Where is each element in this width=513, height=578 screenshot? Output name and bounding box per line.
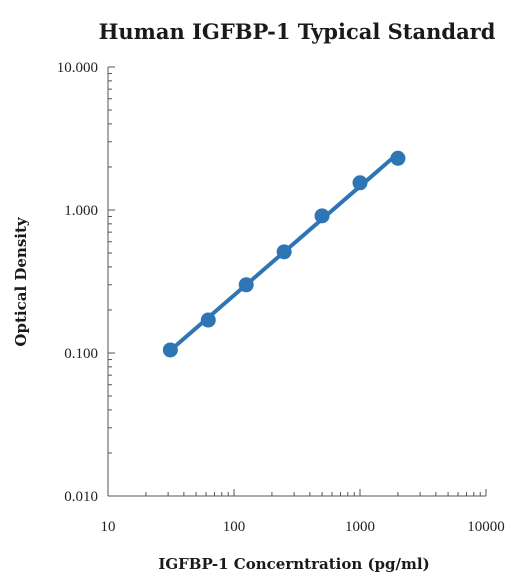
data-point — [238, 277, 254, 293]
ticks — [107, 66, 487, 497]
tick-labels: 10 100 1000 10000 0.010 0.100 1.000 10.000 — [57, 60, 505, 535]
series — [162, 150, 406, 358]
x-tick-label: 10 — [101, 519, 116, 535]
y-tick-label: 10.000 — [57, 60, 98, 76]
y-tick-label: 1.000 — [64, 203, 98, 219]
x-tick-label: 1000 — [345, 519, 375, 535]
axes — [107, 67, 486, 497]
data-point — [352, 175, 368, 191]
y-tick-label: 0.010 — [64, 489, 98, 505]
x-tick-label: 100 — [223, 519, 246, 535]
x-axis-title: IGFBP-1 Concerntration (pg/ml) — [158, 555, 429, 573]
chart-title: Human IGFBP-1 Typical Standard — [99, 19, 496, 44]
x-tick-label: 10000 — [467, 519, 505, 535]
data-point — [162, 342, 178, 358]
data-point — [276, 244, 292, 260]
data-point — [390, 150, 406, 166]
y-axis-title: Optical Density — [12, 216, 30, 346]
y-tick-label: 0.100 — [64, 346, 98, 362]
data-point — [314, 208, 330, 224]
data-point — [200, 312, 216, 328]
